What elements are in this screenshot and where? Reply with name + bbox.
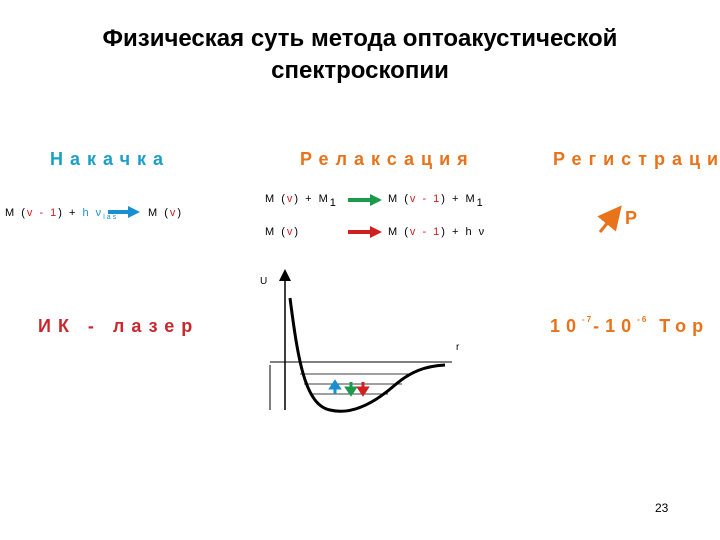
eq-part: v - 1: [27, 207, 58, 219]
eq-part: v - 1: [410, 193, 441, 205]
eq-part: M (: [388, 226, 410, 238]
eq-part: ) + M: [441, 193, 476, 205]
eq-part: M (: [265, 226, 287, 238]
equation: M (v): [265, 226, 300, 238]
page-number: 23: [655, 501, 669, 515]
arrow-head: [370, 226, 382, 238]
eq-subscript: 1: [477, 197, 485, 209]
eq-part: v: [287, 226, 295, 238]
eq-part: v - 1: [410, 226, 441, 238]
eq-part: M (: [148, 207, 170, 219]
equation: M (v) + M1: [265, 193, 338, 209]
column-heading: Релаксация: [300, 149, 475, 169]
pressure-symbol: P: [625, 208, 637, 228]
eq-part: ) +: [58, 207, 82, 219]
equation: M (v - 1) + h ν: [388, 226, 486, 238]
title-line: спектроскопии: [271, 57, 449, 84]
column-heading: Регистрация: [553, 149, 720, 169]
eq-part: ) + h ν: [441, 226, 486, 238]
eq-part: ): [294, 226, 300, 238]
pressure-part: 10: [550, 316, 582, 336]
eq-part: v: [170, 207, 178, 219]
eq-part: ): [177, 207, 183, 219]
transition-arrow: [328, 379, 342, 394]
column-heading: Накачка: [50, 149, 170, 169]
eq-subscript: las: [103, 214, 118, 221]
pressure-range: 10-7-10-6 Тор: [550, 315, 709, 336]
equation: M (v): [148, 207, 183, 219]
axis-label: U: [260, 276, 267, 287]
laser-label: ИК - лазер: [38, 316, 199, 336]
pressure-exponent: -7: [582, 315, 593, 324]
equation: M (v - 1) + h νlas: [5, 207, 118, 221]
arrow-head: [128, 206, 140, 218]
transition-arrow: [344, 382, 358, 397]
potential-curve: [288, 297, 446, 413]
eq-part: h ν: [83, 207, 104, 219]
arrow: [597, 205, 622, 233]
eq-part: v: [287, 193, 295, 205]
equation: M (v - 1) + M1: [388, 193, 485, 209]
eq-subscript: 1: [330, 197, 338, 209]
axis-label: r: [456, 342, 460, 353]
transition-arrow: [356, 382, 370, 397]
arrow-head: [370, 194, 382, 206]
eq-part: M (: [5, 207, 27, 219]
title-line: Физическая суть метода оптоакустической: [103, 25, 618, 52]
potential-graph: U r: [260, 269, 460, 413]
pressure-part: Тор: [648, 316, 709, 336]
eq-part: ) + M: [294, 193, 329, 205]
eq-part: M (: [388, 193, 410, 205]
pressure-exponent: -6: [637, 315, 648, 324]
pressure-part: -10: [593, 316, 637, 336]
eq-part: M (: [265, 193, 287, 205]
